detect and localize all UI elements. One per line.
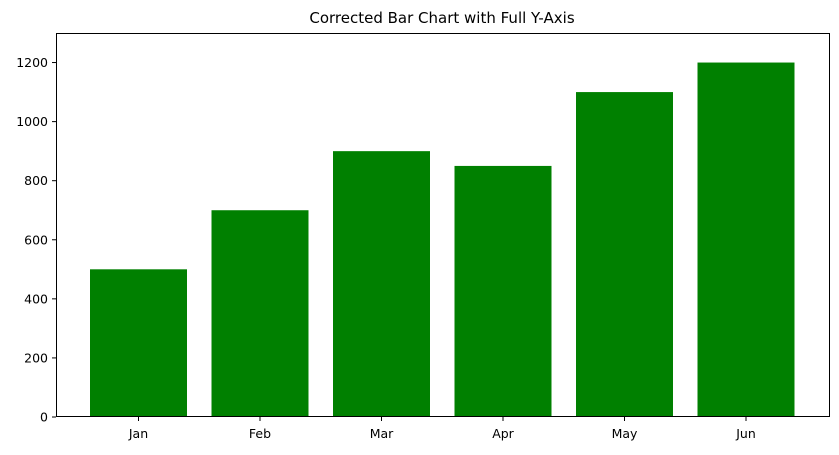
- x-tick-label: Jan: [128, 426, 148, 441]
- y-tick-label: 1200: [16, 55, 48, 70]
- bar-feb: [211, 210, 309, 417]
- bar-jun: [697, 62, 795, 418]
- bar-apr: [454, 165, 552, 417]
- y-tick-label: 800: [24, 173, 48, 188]
- chart-title: Corrected Bar Chart with Full Y-Axis: [309, 9, 574, 27]
- y-tick-label: 0: [40, 410, 48, 425]
- x-tick-label: Jun: [735, 426, 756, 441]
- bar-may: [576, 92, 673, 418]
- y-tick-label: 400: [24, 291, 48, 306]
- bar-mar: [333, 151, 430, 417]
- y-tick-label: 600: [24, 232, 48, 247]
- plot-frame: [56, 33, 830, 417]
- bar-jan: [90, 269, 187, 417]
- y-axis: 0 200 400 600 800 1000 1200: [16, 55, 56, 425]
- x-tick-label: May: [612, 426, 638, 441]
- y-tick-label: 1000: [16, 114, 48, 129]
- y-tick-label: 200: [24, 350, 48, 365]
- x-tick-label: Feb: [249, 426, 271, 441]
- x-axis: Jan Feb Mar Apr May Jun: [128, 417, 756, 441]
- bars-layer: [90, 62, 795, 418]
- x-tick-label: Apr: [492, 426, 514, 441]
- x-tick-label: Mar: [370, 426, 394, 441]
